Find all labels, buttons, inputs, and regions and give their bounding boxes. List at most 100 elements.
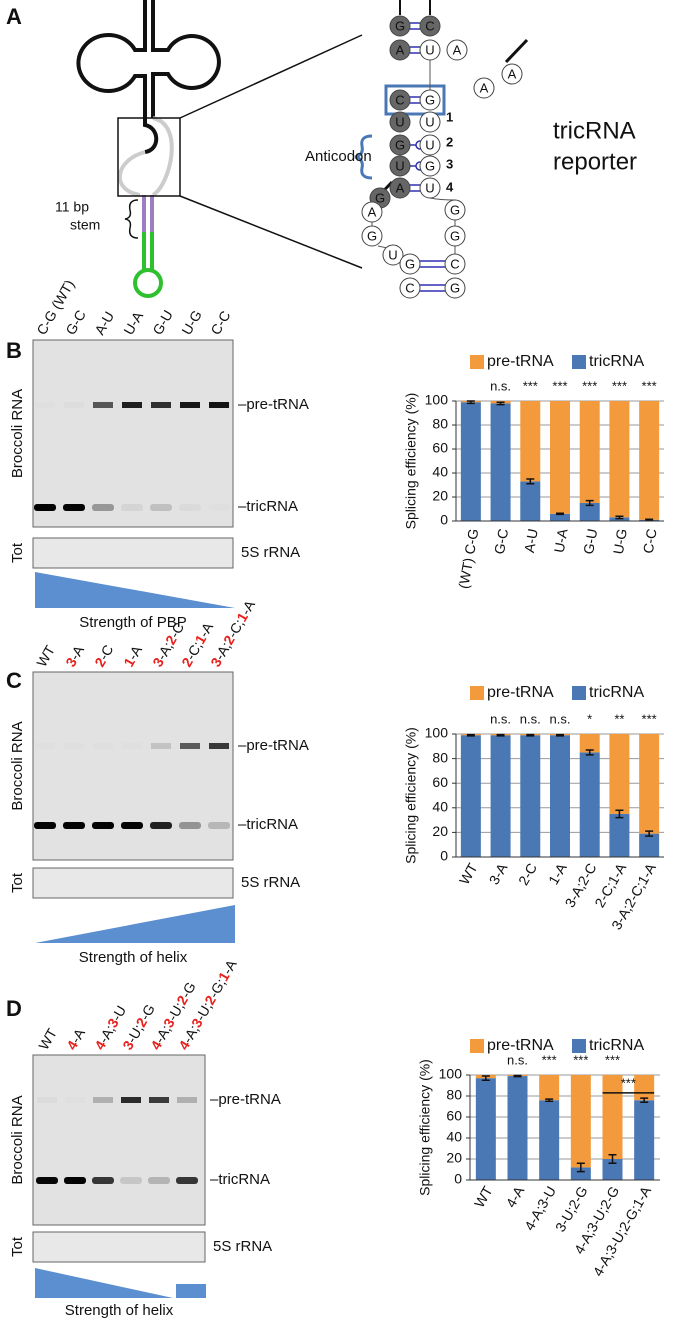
gel-band <box>151 743 171 749</box>
highlight-box <box>384 84 446 116</box>
gel-band <box>93 743 113 749</box>
loading-band-label: 5S rRNA <box>241 544 300 561</box>
nucleotide: G <box>395 137 405 152</box>
gel <box>32 1054 206 1226</box>
nucleotide: U <box>425 137 434 152</box>
lane-label: C-C <box>207 308 233 338</box>
lane-label: U-G <box>178 307 205 337</box>
reporter-top <box>399 0 431 15</box>
bar-segment <box>570 1167 591 1180</box>
nucleotide: G <box>395 18 405 33</box>
legend-swatch <box>572 1039 586 1053</box>
y-tick-label: 100 <box>425 725 449 741</box>
gel-band <box>121 504 143 511</box>
y-tick-label: 80 <box>446 1087 462 1103</box>
error-bar <box>545 1098 554 1102</box>
error-bar <box>556 733 564 737</box>
legend-label: pre-tRNA <box>487 684 554 701</box>
comparison-significance: *** <box>621 1075 636 1090</box>
legend-swatch <box>470 355 484 369</box>
bar-segment <box>539 1075 560 1101</box>
reporter-label: tricRNA <box>553 117 636 144</box>
nucleotide: U <box>425 114 434 129</box>
nucleotide: U <box>425 42 434 57</box>
loading-label: Tot <box>9 542 26 563</box>
nucleotide-circle <box>361 201 383 223</box>
x-tick-label: 4-A <box>503 1183 528 1210</box>
loading-band-label: 5S rRNA <box>241 874 300 891</box>
nucleotide-circle <box>419 177 441 199</box>
nucleotide-circle <box>419 15 441 37</box>
error-bar <box>645 518 654 522</box>
y-axis-label: Splicing efficiency (%) <box>403 393 419 530</box>
gel-band <box>121 822 143 829</box>
significance: n.s. <box>490 378 511 393</box>
stem-label: 11 bp <box>55 199 89 215</box>
loading-gel <box>32 1231 206 1263</box>
y-axis-label: Splicing efficiency (%) <box>417 1059 433 1196</box>
intron-left <box>118 150 146 197</box>
legend-label: tricRNA <box>589 1037 644 1054</box>
gel-band <box>120 1177 142 1184</box>
anticodon-arm <box>143 95 159 154</box>
loading-gel <box>32 537 234 569</box>
bar-segment <box>490 735 511 857</box>
significance: n.s. <box>520 711 541 726</box>
significance: *** <box>605 1052 620 1067</box>
y-tick-label: 40 <box>432 464 448 480</box>
nucleotide: G <box>450 280 460 295</box>
panel-label: B <box>6 338 22 363</box>
gel-y-label: Broccoli RNA <box>9 1095 26 1184</box>
gel-band <box>149 1097 169 1103</box>
bar-segment <box>579 503 600 521</box>
nucleotide-circle <box>473 77 495 99</box>
gel-band <box>151 402 171 408</box>
error-bar <box>496 733 505 737</box>
reporter-label: reporter <box>553 148 637 175</box>
nucleotide-circle <box>419 89 441 111</box>
y-tick-label: 40 <box>432 799 448 815</box>
bar-segment <box>550 513 570 521</box>
y-tick-label: 40 <box>446 1129 462 1145</box>
nucleotide-circle <box>444 199 466 221</box>
legend-label: pre-tRNA <box>487 353 554 370</box>
significance: *** <box>642 378 657 393</box>
y-tick-label: 60 <box>446 1108 462 1124</box>
significance: n.s. <box>550 711 571 726</box>
error-bar <box>526 478 535 485</box>
significance: n.s. <box>507 1052 528 1067</box>
nucleotide-circle <box>444 277 466 299</box>
x-tick-label: WT <box>456 860 481 887</box>
nucleotide-circle <box>389 177 411 199</box>
band-label: –tricRNA <box>238 816 298 833</box>
lane-label: G-C <box>62 307 89 337</box>
panel-label: A <box>6 4 22 29</box>
bar-segment <box>520 401 541 482</box>
bar-segment <box>460 735 481 857</box>
error-bar <box>526 733 535 737</box>
gel-band <box>179 822 201 829</box>
gel-band <box>208 504 230 511</box>
legend-swatch <box>572 355 586 369</box>
anticodon-label: Anticodon <box>305 148 372 165</box>
gel-band <box>122 743 142 749</box>
significance: *** <box>552 378 567 393</box>
nucleotide: A <box>396 42 405 57</box>
gel-band <box>177 1097 197 1103</box>
band-label: –tricRNA <box>238 498 298 515</box>
nucleotide-circle <box>382 244 404 266</box>
bar-segment <box>639 833 660 857</box>
nucleotide-circle <box>419 39 441 61</box>
left-arm <box>76 33 147 95</box>
nucleotide: G <box>405 256 415 271</box>
error-bar <box>496 401 505 406</box>
error-bar <box>481 1075 490 1081</box>
loading-label: Tot <box>9 872 26 893</box>
bar-segment <box>602 1075 623 1159</box>
loading-band-label: 5S rRNA <box>213 1238 272 1255</box>
y-axis-label: Splicing efficiency (%) <box>403 727 419 864</box>
x-tick-label: G-U <box>580 527 600 555</box>
gel-band <box>93 1097 113 1103</box>
error-bar <box>645 830 654 837</box>
